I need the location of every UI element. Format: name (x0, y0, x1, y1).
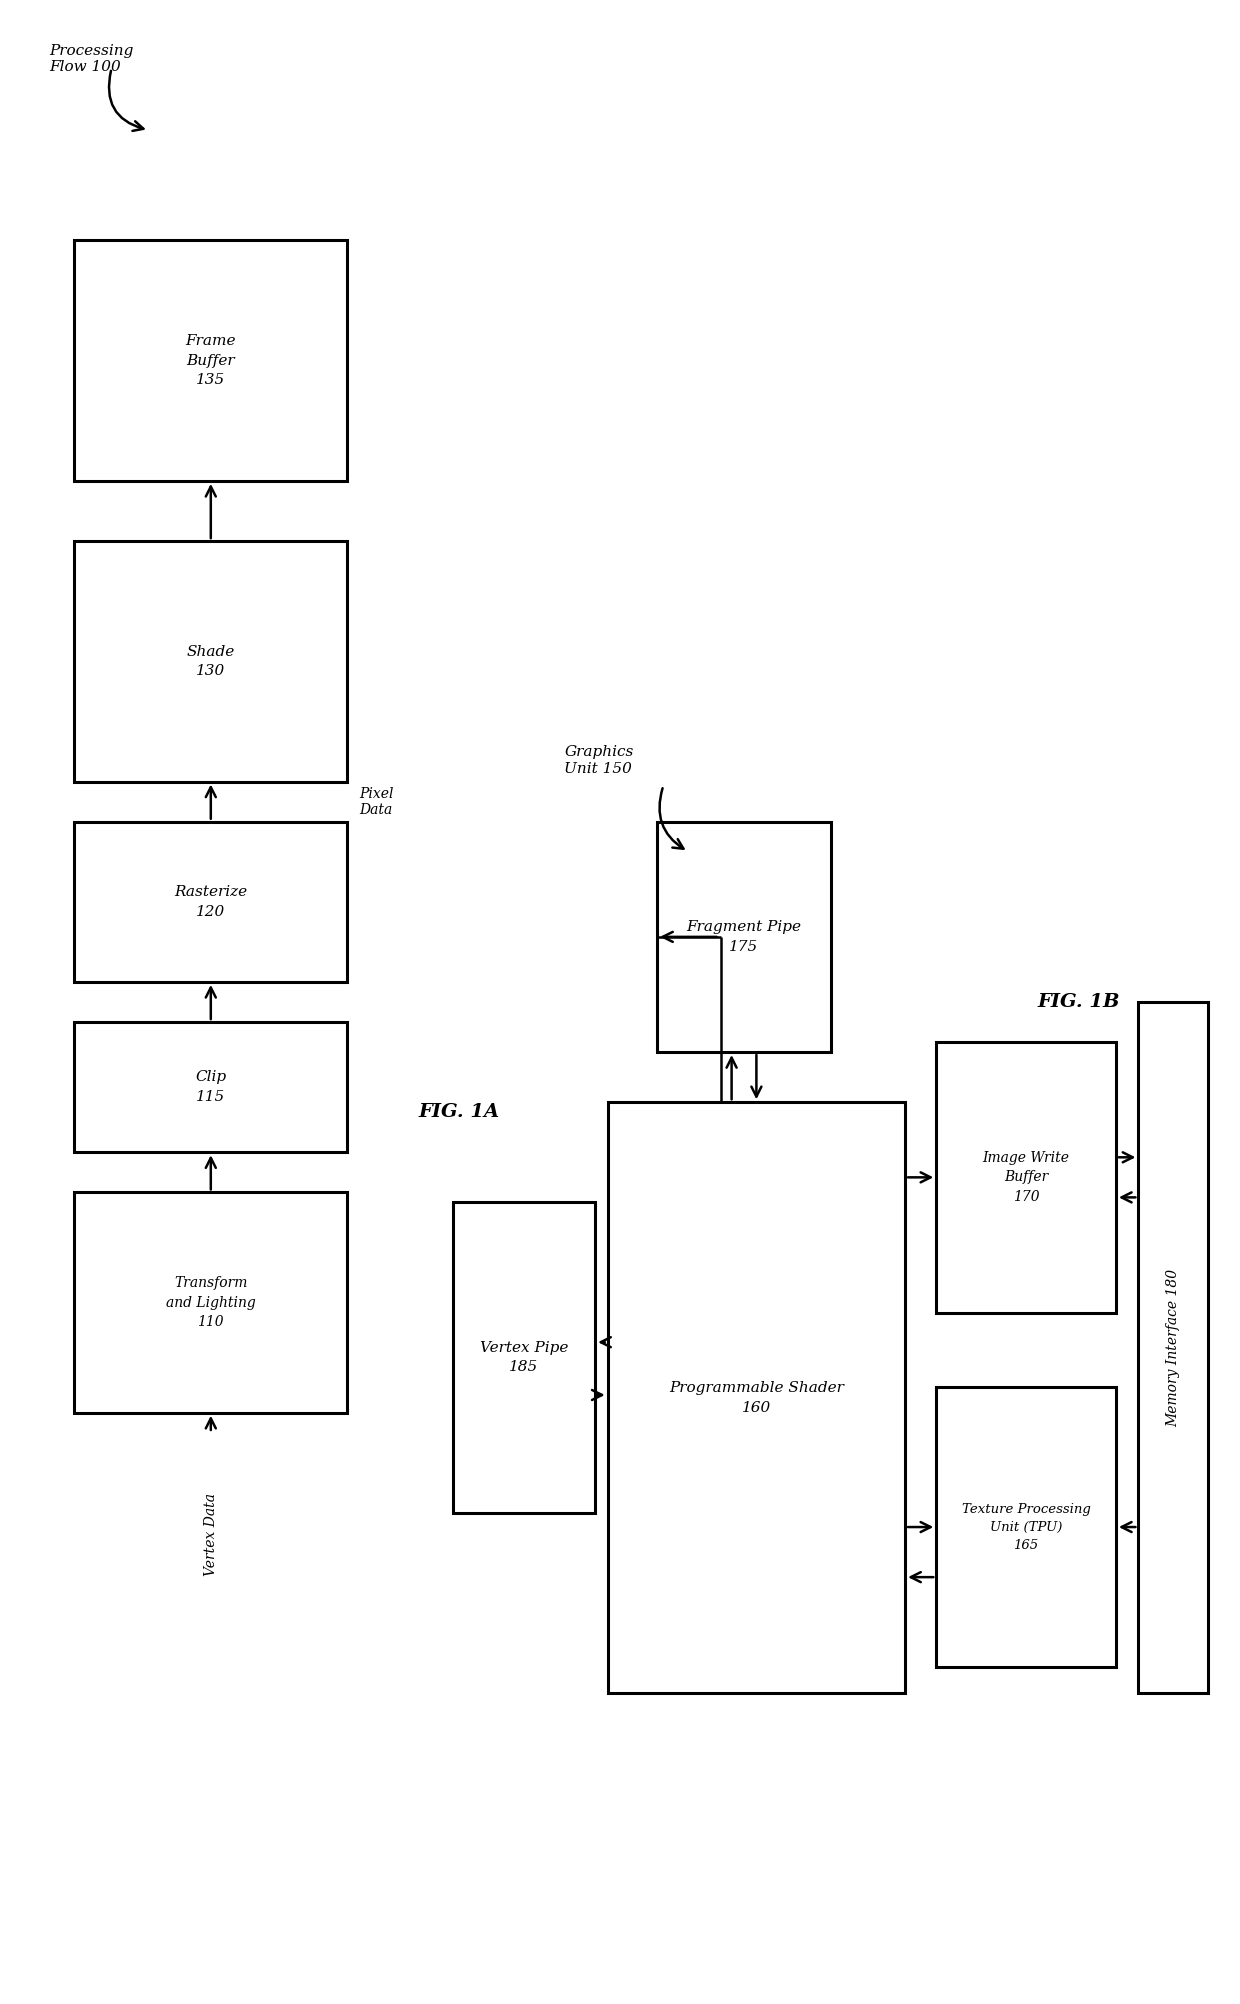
Text: Shade
130: Shade 130 (187, 645, 234, 677)
Text: Vertex Pipe
185: Vertex Pipe 185 (480, 1341, 568, 1375)
Text: Programmable Shader
160: Programmable Shader 160 (668, 1381, 844, 1415)
Text: Rasterize
120: Rasterize 120 (175, 886, 247, 918)
Bar (936, 1042, 1116, 1313)
Text: Fragment Pipe
175: Fragment Pipe 175 (687, 920, 801, 954)
Bar (74, 240, 347, 481)
Text: Graphics
Unit 150: Graphics Unit 150 (564, 745, 634, 776)
Text: Vertex Data: Vertex Data (203, 1493, 218, 1575)
Text: Texture Processing
Unit (TPU)
165: Texture Processing Unit (TPU) 165 (962, 1503, 1090, 1551)
Bar (453, 1202, 595, 1513)
Text: FIG. 1A: FIG. 1A (418, 1104, 500, 1120)
Text: Image Write
Buffer
170: Image Write Buffer 170 (982, 1150, 1070, 1204)
Bar (657, 822, 831, 1052)
Text: Processing
Flow 100: Processing Flow 100 (50, 44, 134, 74)
Bar (74, 1022, 347, 1152)
Text: Frame
Buffer
135: Frame Buffer 135 (186, 335, 236, 387)
Bar (1138, 1002, 1208, 1693)
Bar (74, 822, 347, 982)
Text: Memory Interface 180: Memory Interface 180 (1166, 1269, 1180, 1427)
Bar (608, 1102, 905, 1693)
Bar (74, 1192, 347, 1413)
Bar (936, 1387, 1116, 1667)
Text: Transform
and Lighting
110: Transform and Lighting 110 (166, 1277, 255, 1329)
Text: Clip
115: Clip 115 (195, 1070, 227, 1104)
Bar (74, 541, 347, 782)
Text: FIG. 1B: FIG. 1B (1038, 994, 1120, 1010)
Text: Pixel
Data: Pixel Data (360, 786, 394, 818)
